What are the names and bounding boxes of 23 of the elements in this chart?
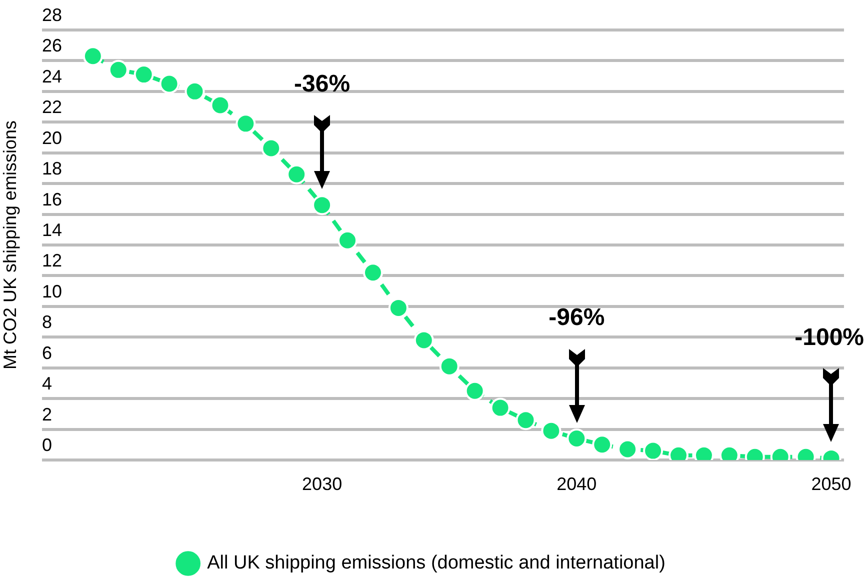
annotation: -96% [548,304,605,332]
y-tick-label: 24 [42,66,62,86]
y-tick-label: 4 [42,374,52,394]
y-tick-label: 18 [42,158,62,179]
y-tick-label: 10 [42,281,62,302]
legend-label: All UK shipping emissions (domestic and international) [207,552,666,574]
y-tick-label: 12 [42,250,62,271]
y-axis-title: Mt CO2 UK shipping emissions [0,120,20,370]
y-tick-label: 0 [42,434,52,455]
y-tick-label: 20 [42,128,62,148]
y-tick-label: 26 [42,36,62,56]
x-tick-label: 2030 [302,474,342,494]
y-tick-label: 8 [42,312,52,332]
y-tick-label: 6 [42,342,52,363]
y-tick-label: 16 [42,189,62,210]
y-tick-label: 2 [42,404,52,424]
annotation: -36% [294,70,350,98]
x-tick-label: 2050 [811,474,852,494]
y-tick-label: 14 [42,220,62,240]
y-tick-label: 22 [42,97,62,118]
y-tick-label: 28 [42,4,62,25]
annotation: -100% [794,324,864,352]
x-tick-label: 2040 [556,474,597,494]
